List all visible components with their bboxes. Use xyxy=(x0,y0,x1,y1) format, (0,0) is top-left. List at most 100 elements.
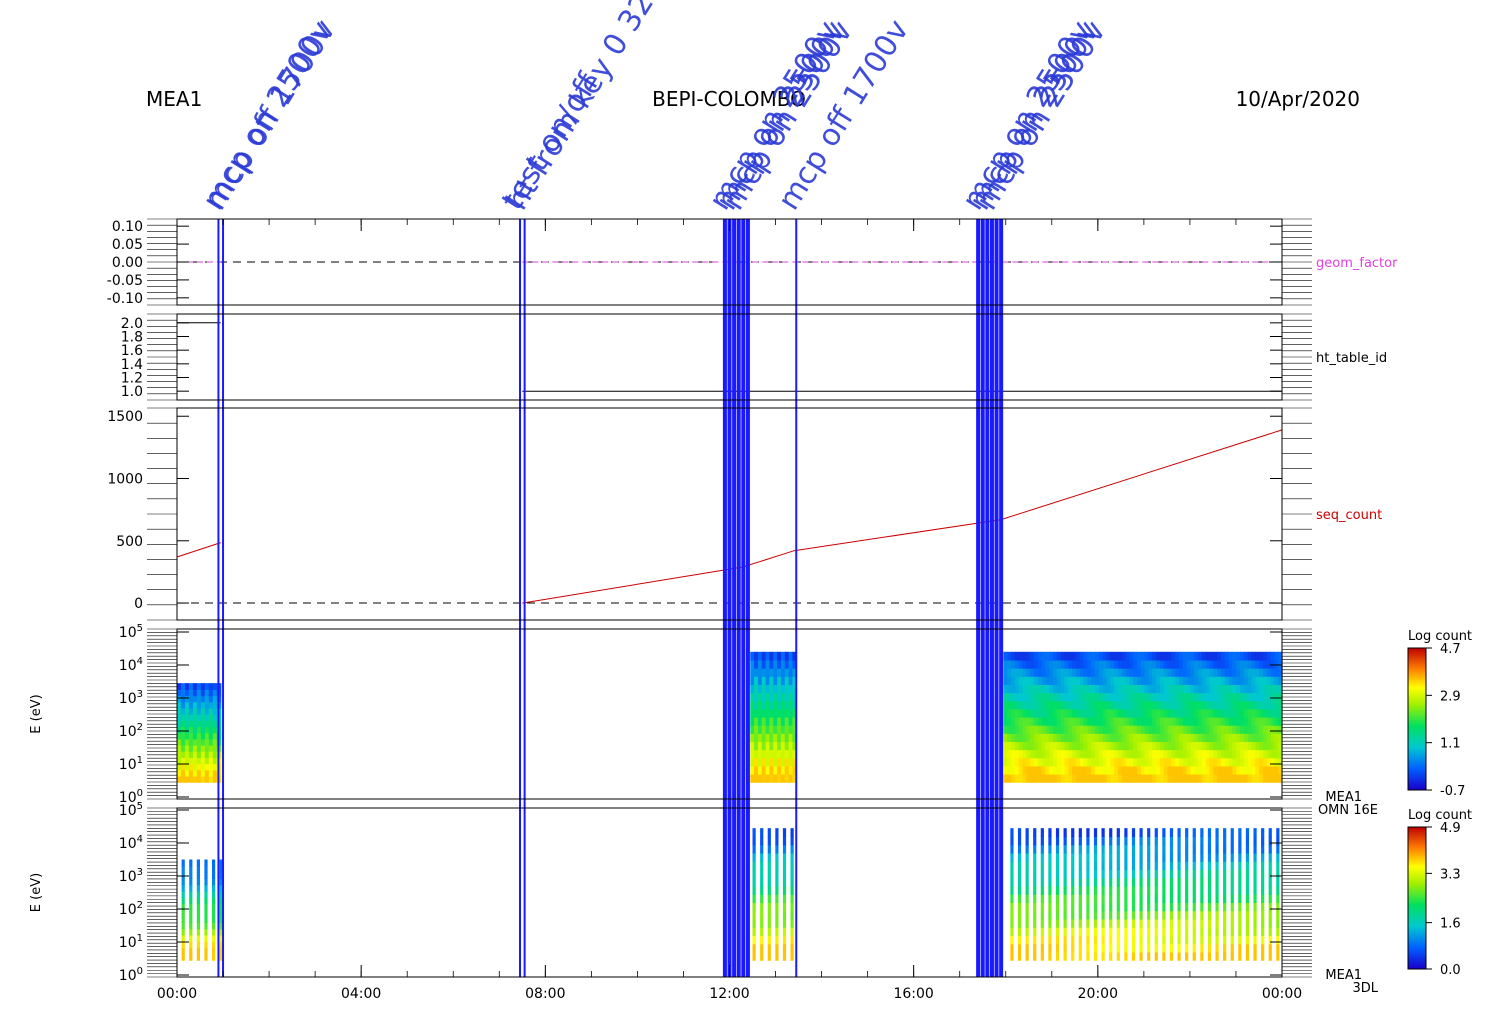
spectro-stripe xyxy=(1223,852,1227,862)
spectro-cell xyxy=(1171,725,1176,734)
spectro-stripe xyxy=(1261,918,1265,928)
spectro-stripe xyxy=(1093,918,1098,928)
spectro-cell xyxy=(184,683,190,690)
spectro-stripe xyxy=(1048,935,1052,945)
spectro-cell xyxy=(1007,668,1012,677)
spectro-cell xyxy=(1121,708,1127,718)
spectro-cell xyxy=(1041,757,1047,767)
spectro-stripe xyxy=(1154,869,1158,879)
spectro-stripe xyxy=(196,865,200,873)
spectro-cell xyxy=(1209,733,1214,743)
spectro-cell xyxy=(1137,774,1142,783)
spectro-cell xyxy=(1079,651,1085,661)
spectro-cell xyxy=(1110,659,1115,669)
spectro-cell xyxy=(1178,684,1184,694)
spectro-cell xyxy=(1178,668,1184,677)
spectro-stripe xyxy=(211,922,216,930)
spectro-stripe xyxy=(1109,918,1113,928)
spectro-cell xyxy=(180,738,186,746)
spectro-cell xyxy=(784,725,790,734)
spectro-cell xyxy=(204,726,210,734)
spectro-stripe xyxy=(189,865,193,873)
spectro-cell xyxy=(1091,651,1096,661)
spectro-cell xyxy=(1171,774,1176,783)
spectro-stripe xyxy=(1040,836,1044,846)
spectro-cell xyxy=(777,676,782,685)
spectro-cell xyxy=(1045,716,1050,726)
spectro-cell xyxy=(188,695,194,703)
spectro-stripe xyxy=(1200,927,1204,936)
spectro-stripe xyxy=(1192,828,1196,837)
spectro-stripe xyxy=(1033,877,1037,887)
spectro-cell xyxy=(1270,725,1275,734)
spectro-stripe xyxy=(1040,894,1044,903)
spectro-cell xyxy=(1243,749,1249,759)
spectro-cell xyxy=(1175,708,1180,718)
spectro-cell xyxy=(1137,725,1142,734)
spectro-cell xyxy=(1133,765,1138,775)
spectro-stripe xyxy=(1185,951,1189,961)
spectro-cell xyxy=(1033,749,1039,759)
spectro-stripe xyxy=(1063,877,1067,887)
spectro-cell xyxy=(1129,774,1134,783)
spectro-cell xyxy=(788,741,794,751)
spectro-stripe xyxy=(211,947,216,955)
spectro-cell xyxy=(1236,716,1241,726)
spectro-stripe xyxy=(1025,935,1029,945)
spectro-cell xyxy=(1201,733,1207,743)
spectro-cell xyxy=(1175,749,1180,759)
spectro-cell xyxy=(1022,741,1027,751)
spectro-stripe xyxy=(1230,910,1234,920)
spectro-cell xyxy=(1159,651,1165,661)
spectro-stripe xyxy=(189,941,193,949)
spectro-stripe xyxy=(767,828,771,837)
spectro-stripe xyxy=(1253,828,1257,837)
spectro-cell xyxy=(1030,651,1035,661)
spectro-stripe xyxy=(752,902,756,912)
spectro-cell xyxy=(1240,716,1245,726)
spectro-cell xyxy=(1018,765,1024,775)
spectro-cell xyxy=(200,745,206,752)
spectro-cell xyxy=(1049,765,1054,775)
spectro-stripe xyxy=(1048,861,1052,870)
spectro-stripe xyxy=(1010,836,1014,846)
spectro-stripe xyxy=(1086,927,1090,936)
spectro-cell xyxy=(1075,676,1081,685)
spectro-cell xyxy=(1182,741,1188,751)
spectro-cell xyxy=(1030,716,1035,726)
spectro-cell xyxy=(1110,774,1115,783)
spectro-cell xyxy=(188,683,194,690)
spectro-stripe xyxy=(1017,869,1022,879)
spectro-stripe xyxy=(1078,861,1082,870)
spectro-cell xyxy=(1232,684,1237,694)
spectro-cell xyxy=(1201,749,1207,759)
spectro-cell xyxy=(1003,765,1008,775)
spectro-cell xyxy=(1201,716,1207,726)
spectro-stripe xyxy=(1215,910,1219,920)
spectro-cell xyxy=(1083,651,1088,661)
spectro-cell xyxy=(1037,741,1043,751)
spectro-stripe xyxy=(1025,877,1029,887)
spectro-cell xyxy=(1030,684,1035,694)
spectro-cell xyxy=(1240,765,1245,775)
spectro-cell xyxy=(192,695,198,703)
spectro-stripe xyxy=(1268,927,1272,936)
spectro-cell xyxy=(788,716,794,726)
spectro-cell xyxy=(1026,692,1031,702)
spectro-stripe xyxy=(1253,894,1257,903)
spectro-cell xyxy=(769,765,774,775)
spectro-cell xyxy=(1095,684,1100,694)
spectro-cell xyxy=(773,716,778,726)
spectro-cell xyxy=(1037,659,1043,669)
spectro-stripe xyxy=(1169,828,1174,837)
spectro-cell xyxy=(792,692,797,702)
y-tick-label: 104 xyxy=(119,656,143,674)
spectro-stripe xyxy=(1124,885,1128,895)
spectro-cell xyxy=(1194,716,1199,726)
spectro-stripe xyxy=(1253,935,1257,945)
spectro-cell xyxy=(1114,668,1119,677)
spectro-cell xyxy=(1205,716,1211,726)
spectro-cell xyxy=(1175,757,1180,767)
spectro-cell xyxy=(1247,774,1253,783)
spectro-cell xyxy=(1133,774,1138,783)
